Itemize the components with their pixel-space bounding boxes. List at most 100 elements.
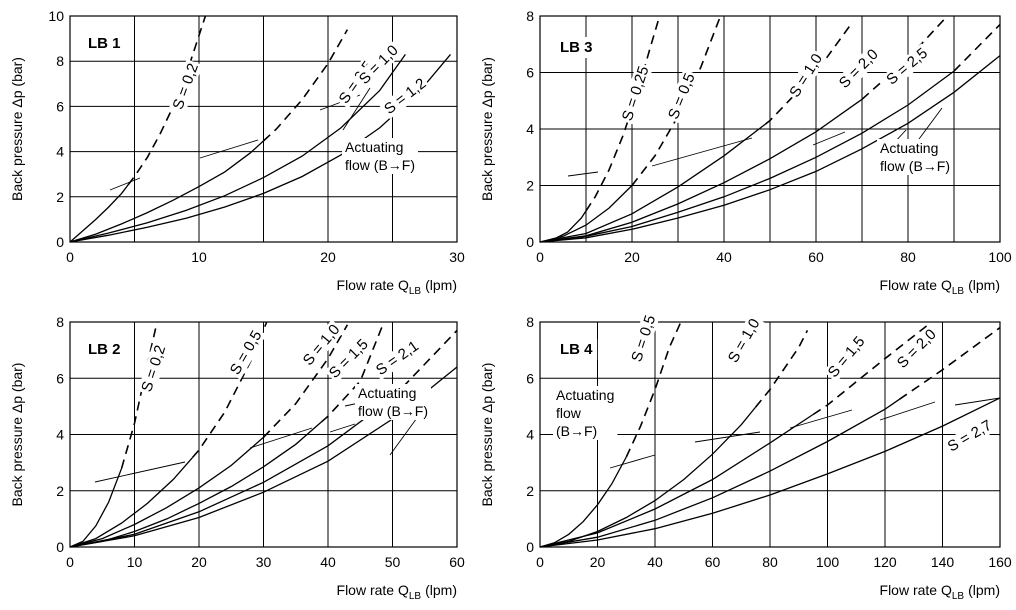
x-tick-label: 0 — [536, 249, 544, 265]
annotation-line: Actuating — [358, 385, 416, 401]
annotation-line: Actuating — [345, 139, 403, 155]
annotation-backing — [877, 139, 953, 175]
curve-dashed-1-0 — [585, 15, 661, 212]
panel-label-backing — [556, 339, 598, 360]
x-tick-label: 80 — [900, 249, 916, 265]
chart-panel-lb2: S = 0,2 S = 0,5 S = 1,0S = 1,5 S = 2,1LB 2A… — [9, 314, 465, 602]
y-tick-label: 8 — [56, 53, 64, 69]
x-tick-label: 10 — [191, 249, 207, 265]
annotation-leader — [567, 171, 599, 177]
y-axis-label: Back pressure Δp (bar) — [479, 57, 495, 201]
plot-frame — [539, 15, 1001, 243]
x-axis-label-main: Flow rate Q — [337, 277, 409, 293]
y-tick-label: 8 — [526, 8, 534, 24]
annotation-leader — [609, 454, 656, 469]
panel-label: LB 4 — [560, 341, 593, 358]
panel-label-backing — [84, 339, 125, 360]
curve-dashed-2-3 — [321, 324, 384, 423]
curve-solid-3-3 — [539, 398, 900, 548]
annotation-line: flow (B→F) — [345, 157, 415, 173]
x-axis-label: Flow rate QLB (lpm) — [880, 277, 1000, 297]
x-tick-label: 60 — [705, 554, 721, 570]
x-tick-label: 60 — [808, 249, 824, 265]
curve-label-backing — [664, 69, 700, 124]
curve-solid-1-4 — [539, 70, 955, 243]
curve-solid-2-3 — [69, 421, 323, 548]
curve-solid-1-2 — [539, 123, 766, 243]
x-tick-label: 30 — [449, 249, 465, 265]
curve-label-backing — [324, 334, 374, 384]
annotation-line: (B→F) — [556, 423, 597, 439]
x-axis-label: Flow rate QLB (lpm) — [880, 582, 1000, 602]
x-tick-label: 120 — [873, 554, 897, 570]
x-tick-label: 40 — [320, 554, 336, 570]
curve-solid-3-2 — [539, 413, 814, 548]
curve-dashed-0-1 — [262, 29, 349, 142]
x-tick-label: 40 — [647, 554, 663, 570]
curve-solid-2-2 — [69, 436, 264, 548]
curve-label-backing — [627, 311, 660, 366]
curve-dashed-3-2 — [812, 324, 929, 416]
panel-label: LB 1 — [88, 35, 121, 52]
annotation-line: flow (B→F) — [358, 403, 428, 419]
x-axis-label-main: Flow rate Q — [880, 582, 952, 598]
y-tick-label: 4 — [56, 427, 64, 443]
curve-dashed-1-4 — [953, 23, 1001, 72]
y-tick-label: 0 — [56, 539, 64, 555]
x-tick-label: 10 — [127, 554, 143, 570]
x-axis-label-sub: LB — [952, 286, 965, 297]
curve-label-backing — [834, 44, 884, 94]
y-tick-label: 0 — [526, 234, 534, 250]
x-tick-label: 0 — [66, 554, 74, 570]
curve-label-backing — [943, 415, 997, 457]
curve-label-backing — [298, 319, 345, 371]
curve-label: S = 1,0 — [725, 316, 764, 366]
curve-label: S = 2,5 — [883, 45, 931, 89]
x-axis-label: Flow rate QLB (lpm) — [337, 277, 457, 297]
y-tick-label: 4 — [526, 427, 534, 443]
x-tick-label: 20 — [191, 554, 207, 570]
chart-panel-lb1: S = 0,2 S = 0,5S = 1,0S = 1,2LB 1Actuatin… — [9, 8, 465, 297]
y-tick-label: 10 — [48, 8, 64, 24]
curve-dashed-1-2 — [764, 21, 854, 125]
annotation-text: Actuating flow (B→F) — [345, 139, 415, 173]
annotation-leader — [954, 397, 1001, 406]
y-axis-label: Back pressure Δp (bar) — [9, 57, 25, 201]
curve-dashed-2-0 — [120, 321, 158, 469]
y-tick-label: 2 — [526, 178, 534, 194]
curve-label-backing — [892, 324, 942, 374]
curve-dashed-2-2 — [262, 324, 349, 438]
curve-label-backing — [354, 40, 404, 90]
y-axis-label: Back pressure Δp (bar) — [479, 363, 495, 507]
curve-label: S = 1,2 — [381, 75, 429, 118]
plot-frame — [539, 321, 1001, 548]
curve-dashed-3-0 — [625, 321, 682, 458]
annotation-leader — [249, 427, 313, 449]
x-tick-label: 30 — [256, 554, 272, 570]
curve-label: S = 2,7 — [945, 417, 995, 456]
y-tick-label: 6 — [56, 98, 64, 114]
plot-frame — [69, 15, 458, 243]
curve-solid-2-1 — [69, 456, 194, 548]
annotation-backing — [355, 384, 431, 420]
annotation-leader — [94, 461, 186, 483]
x-tick-label: 0 — [536, 554, 544, 570]
curve-dashed-0-0 — [127, 15, 207, 186]
curve-label-backing — [168, 59, 203, 114]
x-axis-label-unit: (lpm) — [425, 582, 457, 598]
y-tick-label: 6 — [526, 65, 534, 81]
x-axis-label-unit: (lpm) — [968, 582, 1000, 598]
curve-label-backing — [823, 331, 870, 383]
x-axis-label-sub: LB — [952, 591, 965, 602]
panel-label: LB 3 — [560, 39, 593, 56]
curve-dashed-3-1 — [754, 330, 809, 408]
y-axis-label: Back pressure Δp (bar) — [9, 363, 25, 507]
annotation-leader — [651, 137, 753, 167]
panel-label: LB 2 — [88, 341, 121, 358]
x-tick-label: 60 — [449, 554, 465, 570]
x-tick-label: 80 — [762, 554, 778, 570]
curve-label-backing — [137, 341, 170, 396]
annotation-leader — [879, 401, 936, 421]
x-tick-label: 100 — [988, 249, 1012, 265]
x-axis-label-unit: (lpm) — [425, 277, 457, 293]
